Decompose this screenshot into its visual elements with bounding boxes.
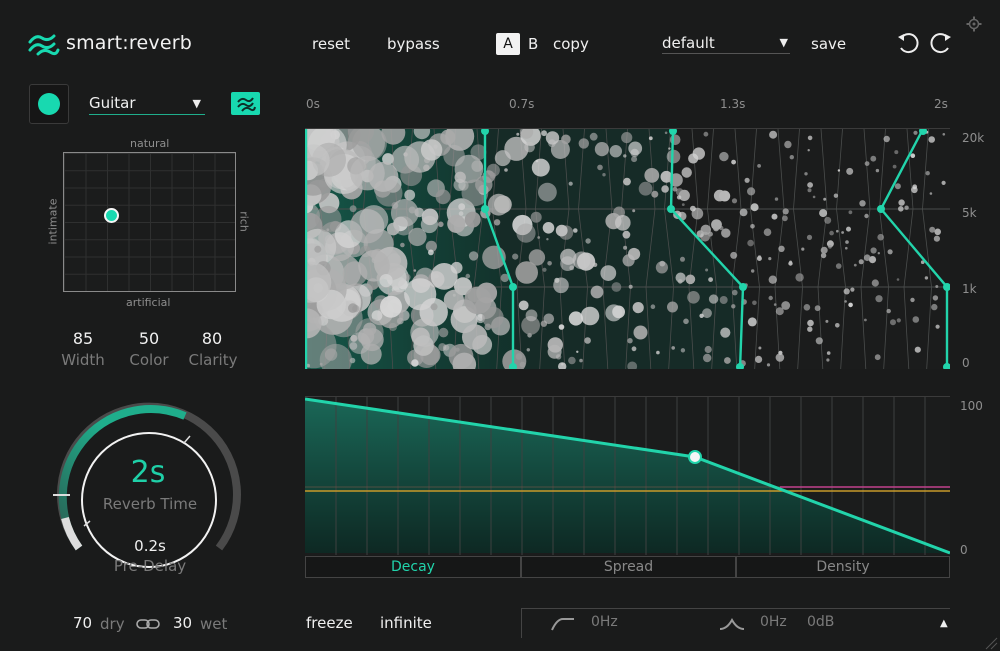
preset-value: default	[662, 34, 715, 52]
smart-logo-icon	[237, 97, 256, 112]
a-slot-button[interactable]: A	[496, 33, 520, 55]
reverb-time-knob[interactable]	[50, 400, 248, 570]
preset-dropdown[interactable]: default ▼	[662, 32, 790, 54]
profile-dropdown[interactable]: Guitar ▼	[89, 93, 205, 115]
tab-spread[interactable]: Spread	[521, 556, 736, 578]
peak-gain-value[interactable]: 0dB	[807, 614, 835, 630]
time-tick-3: 2s	[934, 97, 948, 111]
lowcut-value[interactable]: 0Hz	[591, 614, 618, 630]
particle-field	[283, 115, 951, 377]
wet-value[interactable]: 30	[173, 614, 193, 632]
logo	[28, 32, 60, 56]
predelay-value[interactable]: 0.2s	[134, 537, 166, 555]
record-indicator-icon	[38, 93, 60, 115]
eq-panel	[521, 608, 950, 638]
time-tick-0: 0s	[306, 97, 320, 111]
chevron-down-icon: ▼	[192, 97, 201, 110]
xy-right-label: rich	[237, 211, 251, 232]
record-button[interactable]	[29, 84, 69, 124]
color-label: Color	[129, 351, 169, 369]
link-icon[interactable]	[136, 616, 160, 630]
resize-handle-icon[interactable]	[984, 635, 998, 650]
clarity-value[interactable]: 80	[201, 329, 223, 348]
character-xy-pad[interactable]	[63, 152, 236, 292]
xy-pad-handle[interactable]	[104, 208, 119, 223]
peak-freq-value[interactable]: 0Hz	[760, 614, 787, 630]
smart-learn-button[interactable]	[231, 92, 260, 115]
bypass-button[interactable]: bypass	[387, 35, 440, 53]
chevron-down-icon: ▼	[779, 36, 788, 49]
xy-left-label: intimate	[46, 198, 60, 245]
freeze-button[interactable]: freeze	[306, 614, 353, 632]
save-button[interactable]: save	[811, 35, 847, 53]
tab-density[interactable]: Density	[736, 556, 950, 578]
peak-filter-icon[interactable]	[719, 616, 745, 630]
reverb-time-value: 2s	[130, 455, 166, 490]
b-slot-button[interactable]: B	[528, 35, 539, 53]
clarity-label: Clarity	[188, 351, 238, 369]
time-tick-2: 1.3s	[720, 97, 746, 111]
redo-icon[interactable]	[927, 30, 953, 56]
width-label: Width	[61, 351, 105, 369]
reverb-spectrum-display[interactable]	[283, 115, 951, 377]
dry-value[interactable]: 70	[73, 614, 93, 632]
copy-button[interactable]: copy	[553, 35, 589, 53]
lowcut-icon[interactable]	[551, 616, 575, 631]
dry-label: dry	[100, 615, 125, 633]
tab-decay[interactable]: Decay	[305, 556, 521, 578]
time-tick-1: 0.7s	[509, 97, 535, 111]
gear-icon[interactable]	[966, 16, 982, 32]
logo-icon	[28, 34, 60, 56]
xy-top-label: natural	[130, 137, 170, 150]
predelay-label: Pre-Delay	[113, 557, 187, 575]
env-tick-0: 0	[960, 543, 968, 557]
freq-tick-1k: 1k	[962, 282, 977, 296]
xy-bottom-label: artificial	[126, 296, 171, 309]
env-tick-100: 100	[960, 399, 983, 413]
freq-tick-20k: 20k	[962, 131, 985, 145]
envelope-handle[interactable]	[688, 450, 702, 464]
color-value[interactable]: 50	[138, 329, 160, 348]
reset-button[interactable]: reset	[312, 35, 350, 53]
decay-envelope-display[interactable]	[304, 396, 951, 555]
app-title: smart:reverb	[66, 32, 193, 54]
freq-tick-0: 0	[962, 356, 970, 370]
expand-up-icon[interactable]: ▲	[940, 618, 948, 629]
undo-icon[interactable]	[896, 30, 922, 56]
freq-tick-5k: 5k	[962, 206, 977, 220]
wet-label: wet	[200, 615, 228, 633]
reverb-time-label: Reverb Time	[102, 495, 198, 513]
infinite-button[interactable]: infinite	[380, 614, 432, 632]
profile-value: Guitar	[89, 94, 136, 112]
width-value[interactable]: 85	[72, 329, 94, 348]
